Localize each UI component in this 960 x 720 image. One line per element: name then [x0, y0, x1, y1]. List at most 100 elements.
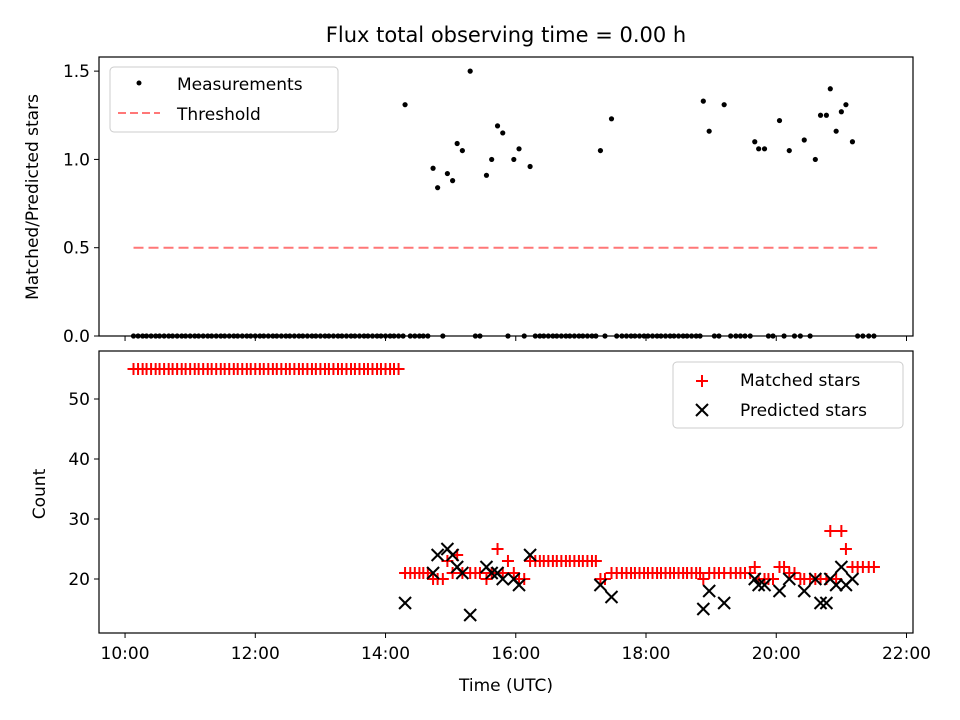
predicted-star-point [813, 596, 828, 610]
matched-star-point [778, 561, 791, 573]
measurement-point [817, 112, 824, 118]
measurement-point [467, 68, 473, 74]
matched-star-point [501, 555, 514, 567]
predicted-star-point [398, 596, 412, 610]
predicted-star-point [426, 566, 440, 580]
y-tick-label: 1.0 [63, 150, 90, 170]
measurement-point [706, 128, 712, 134]
predicted-star-point [748, 572, 762, 586]
x-tick-label: 18:00 [622, 644, 671, 664]
y-tick-label: 50 [68, 390, 90, 410]
predicted-star-point [430, 548, 445, 562]
measurement-point [608, 116, 615, 122]
predicted-star-point [751, 578, 766, 592]
top-ticks: 0.0 0.5 1.0 1.5 [63, 62, 907, 347]
predicted-star-point [845, 572, 860, 586]
figure-title: Flux total observing time = 0.00 h [326, 23, 686, 47]
predicted-star-point [757, 578, 772, 592]
legend-predicted-label: Predicted stars [740, 401, 867, 421]
measurement-point [459, 147, 465, 154]
measurement-point [761, 146, 768, 152]
y-tick-label: 0.5 [63, 239, 90, 259]
predicted-star-point [484, 566, 499, 580]
bottom-legend-box [672, 361, 904, 429]
measurement-point [435, 185, 441, 191]
predicted-star-point [696, 602, 711, 616]
predicted-star-point [797, 584, 811, 598]
predicted-star-point [829, 578, 843, 592]
measurement-point [838, 109, 844, 115]
predicted-star-point [512, 578, 526, 592]
predicted-star-point [717, 596, 731, 610]
x-tick-label: 16:00 [491, 644, 540, 664]
measurement-point [430, 165, 436, 171]
bottom-ylabel: Count [30, 468, 50, 519]
measurement-point [849, 139, 856, 145]
predicted-star-point [808, 572, 823, 586]
predicted-star-point [445, 548, 460, 562]
predicted-star-point [463, 608, 477, 622]
matched-star-point [839, 543, 852, 555]
matched-star-point [824, 525, 837, 537]
measurement-point [500, 130, 506, 136]
y-tick-label: 30 [68, 510, 90, 530]
measurement-point [450, 178, 456, 184]
matched-star-point [766, 573, 779, 585]
predicted-star-point [604, 590, 619, 604]
top-marks [130, 68, 878, 339]
measurement-point [489, 156, 495, 163]
bottom-legend: Matched stars Predicted stars [672, 361, 904, 429]
x-tick-label: 22:00 [882, 644, 931, 664]
legend-matched-label: Matched stars [740, 371, 860, 391]
predicted-star-point [772, 584, 787, 598]
predicted-star-point [702, 584, 716, 598]
y-tick-label: 0.0 [63, 327, 90, 347]
x-tick-label: 14:00 [361, 644, 410, 664]
y-tick-label: 40 [68, 450, 90, 470]
measurement-point [756, 146, 762, 152]
predicted-star-point [496, 572, 510, 586]
matched-star-point [507, 567, 520, 579]
measurement-point [700, 98, 706, 104]
measurement-point [833, 128, 839, 134]
measurement-point [454, 140, 460, 147]
x-tick-label: 12:00 [231, 644, 280, 664]
measurement-point [823, 112, 829, 118]
measurement-point [516, 146, 522, 152]
predicted-star-point [593, 578, 608, 592]
x-axis-label: Time (UTC) [458, 676, 553, 696]
measurement-point [494, 123, 501, 129]
y-tick-label: 20 [68, 570, 90, 590]
measurement-point [786, 147, 792, 154]
top-axes-frame [98, 56, 914, 337]
matched-star-point [598, 573, 611, 585]
legend-measurements-label: Measurements [177, 75, 303, 95]
bottom-panel: 10:00 12:00 14:00 16:00 18:00 20:00 22:00 20 30 4… [30, 350, 931, 696]
measurement-point [527, 163, 533, 170]
matched-star-point [491, 543, 504, 555]
top-legend-box [109, 66, 339, 133]
legend-predicted-marker [695, 403, 709, 417]
measurement-point [801, 137, 807, 143]
predicted-star-point [523, 548, 537, 562]
predicted-star-point [455, 566, 470, 580]
predicted-star-point [782, 572, 796, 586]
matched-star-point [835, 525, 848, 537]
x-tick-label: 10:00 [101, 644, 150, 664]
measurement-point [444, 170, 450, 177]
top-ylabel: Matched/Predicted stars [23, 94, 43, 300]
legend-threshold-label: Threshold [176, 105, 261, 125]
predicted-star-point [834, 560, 849, 574]
matched-star-point [867, 561, 880, 573]
measurement-point [827, 86, 833, 92]
bottom-marks [127, 363, 880, 622]
matched-star-point [697, 573, 710, 585]
measurement-point [843, 102, 849, 108]
top-panel: 0.0 0.5 1.0 1.5 Matched/Predicted stars Mea… [23, 56, 914, 347]
matched-star-point [473, 567, 486, 579]
measurement-point [721, 102, 727, 108]
matched-star-point [392, 363, 405, 375]
measurement-point [511, 156, 517, 163]
measurement-point [402, 102, 408, 108]
